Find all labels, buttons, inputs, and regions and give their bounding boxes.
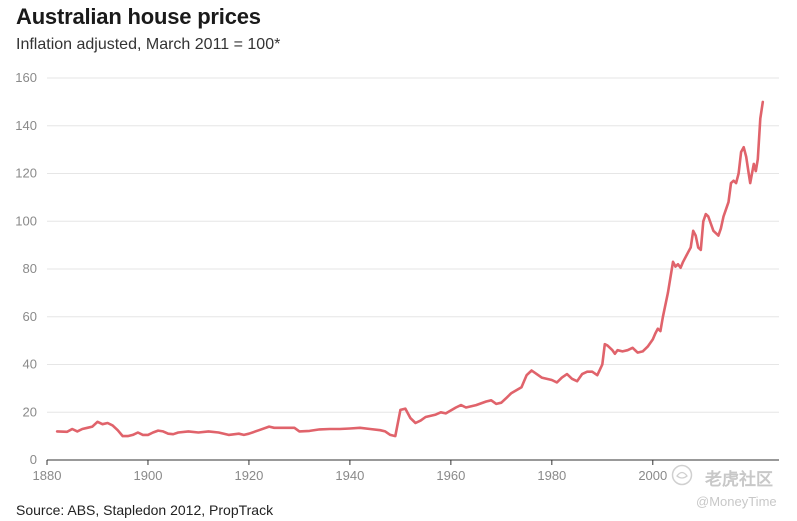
y-tick-label: 0: [30, 452, 37, 467]
y-tick-label: 100: [15, 213, 37, 228]
x-tick-label: 1940: [335, 468, 364, 483]
y-tick-label: 60: [23, 309, 37, 324]
x-tick-label: 1900: [134, 468, 163, 483]
y-tick-label: 40: [23, 357, 37, 372]
y-tick-label: 160: [15, 70, 37, 85]
chart-subtitle: Inflation adjusted, March 2011 = 100*: [16, 36, 281, 53]
y-tick-label: 80: [23, 261, 37, 276]
source-note: Source: ABS, Stapledon 2012, PropTrack: [16, 502, 274, 518]
x-tick-label: 1880: [33, 468, 62, 483]
y-tick-label: 140: [15, 118, 37, 133]
tiger-logo-icon: [671, 464, 693, 486]
x-tick-label: 2000: [638, 468, 667, 483]
x-tick-label: 1960: [436, 468, 465, 483]
chart-title: Australian house prices: [16, 4, 261, 29]
y-tick-label: 20: [23, 404, 37, 419]
x-tick-label: 1980: [537, 468, 566, 483]
series-line-house-prices: [55, 100, 765, 438]
x-tick-label: 1920: [234, 468, 263, 483]
watermark-handle: @MoneyTime: [696, 494, 777, 509]
y-tick-label: 120: [15, 166, 37, 181]
watermark-name: 老虎社区: [705, 470, 773, 489]
